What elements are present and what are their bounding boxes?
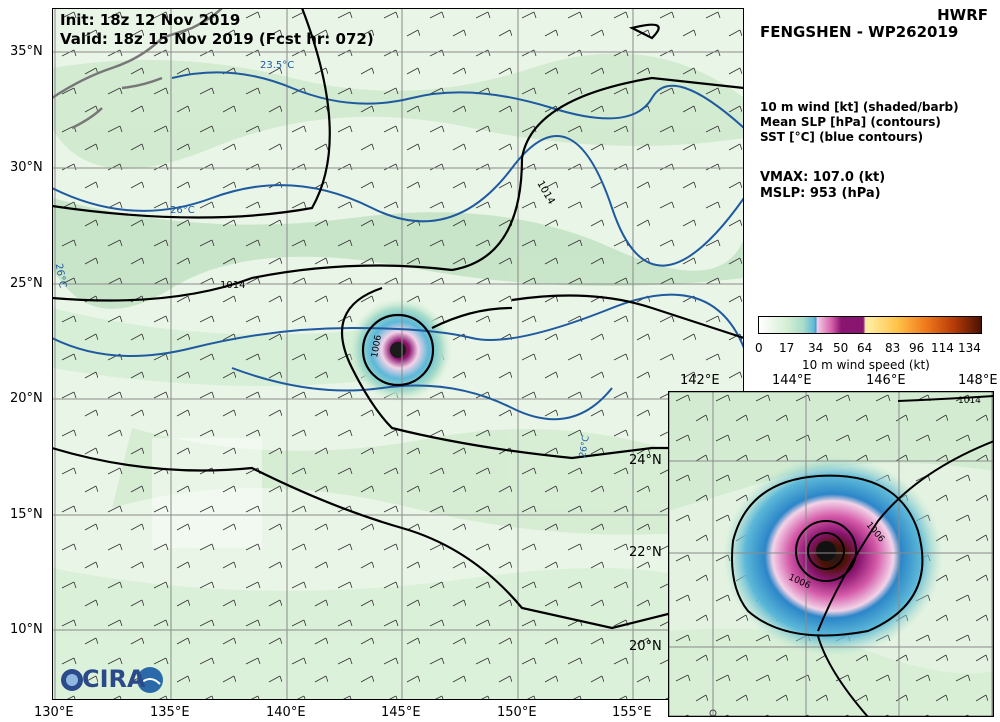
colorbar-label: 10 m wind speed (kt) xyxy=(802,358,930,372)
vmax-value: VMAX: 107.0 (kt) xyxy=(760,170,886,185)
inset-lat-label: 24°N xyxy=(629,453,662,468)
graticule xyxy=(52,8,744,700)
lon-label: 150°E xyxy=(497,705,537,720)
logo-text: CIRA xyxy=(82,665,146,693)
inset-map: 1014 1006 1006 xyxy=(668,391,994,717)
storm-name: FENGSHEN - WP262019 xyxy=(760,23,959,41)
lon-label: 135°E xyxy=(150,705,190,720)
colorbar-tick: 83 xyxy=(885,341,901,355)
inset-lon-label: 148°E xyxy=(958,373,998,388)
inset-lon-label: 142°E xyxy=(680,373,720,388)
colorbar-tick: 50 xyxy=(833,341,849,355)
storm-eye xyxy=(390,342,406,358)
legend-line-slp: Mean SLP [hPa] (contours) xyxy=(760,115,941,129)
colorbar xyxy=(758,316,982,334)
colorbar-tick: 17 xyxy=(779,341,795,355)
init-time: Init: 18z 12 Nov 2019 xyxy=(60,11,241,29)
inset-graticule xyxy=(668,391,994,717)
lon-label: 140°E xyxy=(266,705,306,720)
inset-lat-label: 20°N xyxy=(629,639,662,654)
mslp-value: MSLP: 953 (hPa) xyxy=(760,186,881,201)
lat-label: 20°N xyxy=(10,391,43,406)
contour-label: 26°C xyxy=(578,435,592,459)
inset-slp-contours xyxy=(731,395,994,717)
inset-lon-label: 144°E xyxy=(772,373,812,388)
colorbar-tick: 0 xyxy=(755,341,763,355)
inset-lat-label: 22°N xyxy=(629,545,662,560)
lat-label: 30°N xyxy=(10,160,43,175)
colorbar-tick: 114 xyxy=(931,341,954,355)
contour-label: 26°C xyxy=(170,205,195,216)
contour-label: 26°C xyxy=(53,263,68,289)
lon-label: 130°E xyxy=(34,705,74,720)
lon-label: 145°E xyxy=(381,705,421,720)
contour-label: 1014 xyxy=(220,280,245,291)
slp-contours xyxy=(52,8,744,630)
coastline xyxy=(52,8,223,130)
model-name: HWRF xyxy=(937,6,988,24)
colorbar-tick: 64 xyxy=(857,341,873,355)
lat-label: 35°N xyxy=(10,44,43,59)
sst-contours xyxy=(52,71,744,421)
colorbar-tick: 96 xyxy=(909,341,925,355)
lat-label: 10°N xyxy=(10,622,43,637)
legend-line-wind: 10 m wind [kt] (shaded/barb) xyxy=(760,100,959,114)
colorbar-tick: 134 xyxy=(958,341,981,355)
legend-line-sst: SST [°C] (blue contours) xyxy=(760,130,924,144)
inset-contour-label: 1014 xyxy=(958,396,981,406)
lon-label: 155°E xyxy=(612,705,652,720)
inset-lon-label: 146°E xyxy=(866,373,906,388)
valid-time: Valid: 18z 15 Nov 2019 (Fcst hr: 072) xyxy=(60,30,374,48)
contour-label: 23.5°C xyxy=(260,60,294,71)
colorbar-tick: 34 xyxy=(808,341,824,355)
inset-storm-eye xyxy=(816,541,836,561)
cira-logo: CIRA xyxy=(60,664,170,696)
lat-label: 15°N xyxy=(10,507,43,522)
lat-label: 25°N xyxy=(10,276,43,291)
main-map: 1014 1014 1006 26°C 26°C 23.5°C 26°C xyxy=(52,8,744,700)
contour-label: 1006 xyxy=(370,334,384,359)
